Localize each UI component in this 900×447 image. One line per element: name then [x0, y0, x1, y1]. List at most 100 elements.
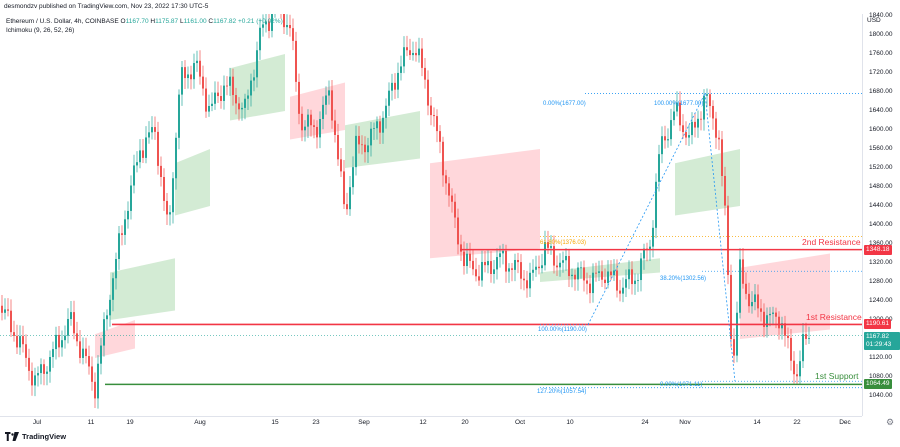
- candle-body: [790, 337, 792, 361]
- candle-body: [358, 135, 360, 145]
- candle-body: [541, 265, 543, 269]
- candle-body: [343, 171, 345, 205]
- time-axis[interactable]: Jul 11 19 Aug 15 23 Sep 12 20 Oct 10 24 Nov 14 22 Dec: [0, 416, 862, 431]
- indicator-row[interactable]: Ichimoku (9, 26, 52, 26): [6, 26, 283, 35]
- candle-body: [292, 28, 294, 41]
- candle-body: [352, 167, 354, 188]
- candle-body: [265, 21, 267, 25]
- ichimoku-cloud: [740, 253, 830, 339]
- candle-body: [643, 248, 645, 259]
- support1-label: 1st Support: [815, 371, 859, 382]
- candle-body: [565, 255, 567, 261]
- candle-body: [517, 259, 519, 263]
- time-tick: 14: [753, 419, 761, 426]
- candle-body: [775, 312, 777, 317]
- price-tick: 1400.00: [869, 221, 893, 228]
- time-tick: 24: [641, 419, 649, 426]
- low-label: L: [179, 18, 184, 25]
- candle-body: [361, 144, 363, 146]
- candle-body: [469, 253, 471, 261]
- candle-body: [589, 283, 591, 294]
- candle-body: [631, 269, 633, 285]
- price-axis[interactable]: USD 1840.00 1800.00 1760.00 1720.00 1680.00 1…: [862, 12, 900, 416]
- candle-body: [94, 381, 96, 399]
- candle-body: [205, 88, 207, 112]
- candle-body: [379, 121, 381, 133]
- candle-body: [703, 95, 705, 120]
- candle-body: [310, 114, 312, 126]
- candle-body: [637, 280, 639, 281]
- candle-body: [427, 79, 429, 106]
- candle-body: [667, 139, 669, 141]
- candle-body: [247, 95, 249, 99]
- price-tick: 1480.00: [869, 183, 893, 190]
- candle-body: [400, 66, 402, 73]
- candle-body: [193, 63, 195, 80]
- candle-body: [286, 25, 288, 28]
- candle-body: [448, 183, 450, 196]
- price-tick: 1800.00: [869, 31, 893, 38]
- candle-body: [808, 338, 810, 339]
- candle-body: [28, 357, 30, 371]
- fib-100-top: 100.00%(1677.00): [654, 101, 704, 107]
- price-chart[interactable]: [0, 0, 862, 416]
- candle-body: [622, 287, 624, 294]
- candle-body: [208, 105, 210, 112]
- candle-body: [325, 95, 327, 105]
- candle-body: [412, 52, 414, 56]
- candle-body: [598, 271, 600, 273]
- candle-body: [268, 21, 270, 31]
- candle-body: [85, 348, 87, 357]
- candle-body: [532, 269, 534, 273]
- candle-body: [463, 251, 465, 267]
- candle-body: [406, 47, 408, 51]
- candle-body: [583, 267, 585, 281]
- candle-body: [616, 270, 618, 291]
- candle-body: [163, 177, 165, 201]
- candle-body: [364, 144, 366, 153]
- candle-body: [706, 94, 708, 96]
- candle-body: [181, 67, 183, 95]
- price-tick: 1720.00: [869, 69, 893, 76]
- candle-body: [19, 336, 21, 348]
- candle-body: [331, 90, 333, 121]
- candle-body: [22, 336, 24, 345]
- symbol-title: Ethereum / U.S. Dollar, 4h, COINBASE: [6, 18, 119, 25]
- candle-body: [613, 270, 615, 276]
- candle-body: [322, 104, 324, 120]
- indicator-label: Ichimoku (9, 26, 52, 26): [6, 27, 75, 34]
- price-tick: 1680.00: [869, 88, 893, 95]
- candle-body: [424, 67, 426, 80]
- candle-body: [649, 246, 651, 250]
- candle-body: [607, 271, 609, 284]
- candle-body: [334, 120, 336, 135]
- brand-name: TradingView: [22, 432, 67, 441]
- settings-gear-icon[interactable]: ⚙: [886, 417, 895, 427]
- candle-body: [751, 301, 753, 307]
- fib-diagonal: [704, 93, 736, 382]
- candle-body: [88, 356, 90, 367]
- high-value: 1175.87: [155, 18, 179, 25]
- candle-body: [130, 185, 132, 211]
- time-tick: 20: [461, 419, 469, 426]
- price-tick: 1080.00: [869, 373, 893, 380]
- resistance1-label: 1st Resistance: [806, 312, 862, 323]
- candle-body: [604, 279, 606, 284]
- ichimoku-cloud: [345, 111, 420, 168]
- close-label: C: [208, 18, 214, 25]
- candle-body: [4, 309, 6, 313]
- footer-brand[interactable]: TradingView: [5, 432, 66, 441]
- ichimoku-cloud: [175, 149, 210, 216]
- candle-body: [670, 120, 672, 140]
- candle-body: [490, 261, 492, 274]
- candle-body: [538, 266, 540, 269]
- candle-body: [793, 360, 795, 375]
- candle-body: [256, 50, 258, 78]
- candle-body: [115, 259, 117, 279]
- candle-body: [1, 305, 3, 313]
- candle-body: [304, 126, 306, 131]
- chart-canvas[interactable]: [0, 0, 862, 416]
- time-tick: Dec: [839, 419, 851, 426]
- candle-body: [745, 283, 747, 294]
- candle-body: [754, 294, 756, 302]
